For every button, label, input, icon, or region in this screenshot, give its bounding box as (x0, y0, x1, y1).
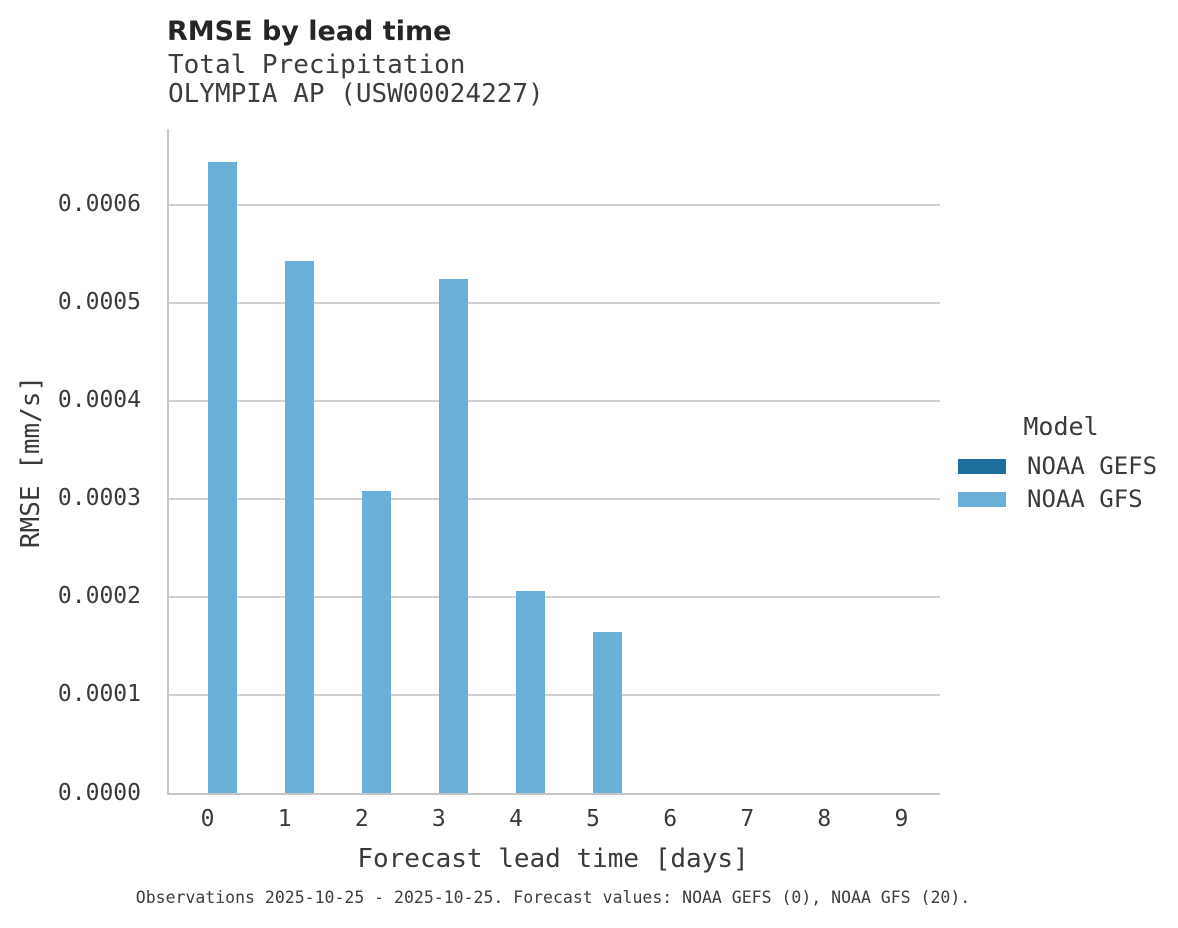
legend-rows: NOAA GEFS NOAA GFS (958, 452, 1164, 513)
y-tick-0.0001: 0.0001 (57, 681, 141, 708)
bar-noaa-gfs-day-2 (361, 490, 391, 793)
x-tick-6: 6 (663, 806, 678, 832)
x-tick-2: 2 (354, 806, 369, 832)
x-tick-3: 3 (431, 806, 446, 832)
legend-title: Model (1023, 412, 1099, 441)
gridline-y-0.0005 (169, 301, 940, 304)
legend-swatch-icon (958, 491, 1006, 507)
gridline-y-0.0004 (169, 399, 940, 402)
y-tick-0.0005: 0.0005 (57, 289, 141, 316)
gridline-y-0.0002 (169, 595, 940, 598)
y-axis-tick-labels: 0.0000 0.0001 0.0002 0.0003 0.0004 0.0005 0.00… (0, 129, 141, 804)
y-tick-0.0000: 0.0000 (57, 779, 141, 806)
chart-subtitle-station: OLYMPIA AP (USW00024227) (168, 79, 544, 109)
x-tick-9: 9 (894, 806, 909, 832)
y-tick-0.0004: 0.0004 (57, 387, 141, 414)
bar-noaa-gfs-day-1 (284, 261, 314, 793)
x-tick-7: 7 (740, 806, 755, 832)
chart-subtitle-variable: Total Precipitation (168, 50, 466, 80)
bar-noaa-gfs-day-5 (593, 632, 623, 793)
gridline-y-0.0001 (169, 693, 940, 696)
legend-label: NOAA GEFS (1027, 452, 1158, 480)
x-tick-1: 1 (277, 806, 292, 832)
legend-row-noaa-gfs: NOAA GFS (958, 485, 1164, 513)
gridline-y-0.0003 (169, 497, 940, 500)
legend-label: NOAA GFS (1027, 485, 1143, 513)
legend: Model NOAA GEFS NOAA GFS (958, 412, 1164, 520)
y-tick-0.0003: 0.0003 (57, 485, 141, 512)
x-tick-0: 0 (200, 806, 215, 832)
x-axis-label: Forecast lead time [days] (357, 844, 749, 874)
caption: Observations 2025-10-25 - 2025-10-25. Fo… (135, 888, 971, 907)
legend-swatch-icon (958, 458, 1006, 474)
x-axis-tick-labels: 0 1 2 3 4 5 6 7 8 9 (169, 795, 940, 835)
legend-row-noaa-gefs: NOAA GEFS (958, 452, 1164, 480)
y-tick-0.0006: 0.0006 (57, 191, 141, 218)
x-tick-8: 8 (817, 806, 832, 832)
bar-noaa-gfs-day-3 (438, 279, 468, 793)
x-tick-5: 5 (586, 806, 600, 832)
y-tick-0.0002: 0.0002 (57, 583, 141, 610)
gridline-y-0.0006 (169, 203, 940, 206)
bar-noaa-gfs-day-0 (207, 162, 237, 793)
chart-title: RMSE by lead time (167, 16, 452, 47)
bar-noaa-gfs-day-4 (515, 590, 545, 793)
plot-area (167, 129, 940, 795)
x-tick-4: 4 (509, 806, 523, 832)
